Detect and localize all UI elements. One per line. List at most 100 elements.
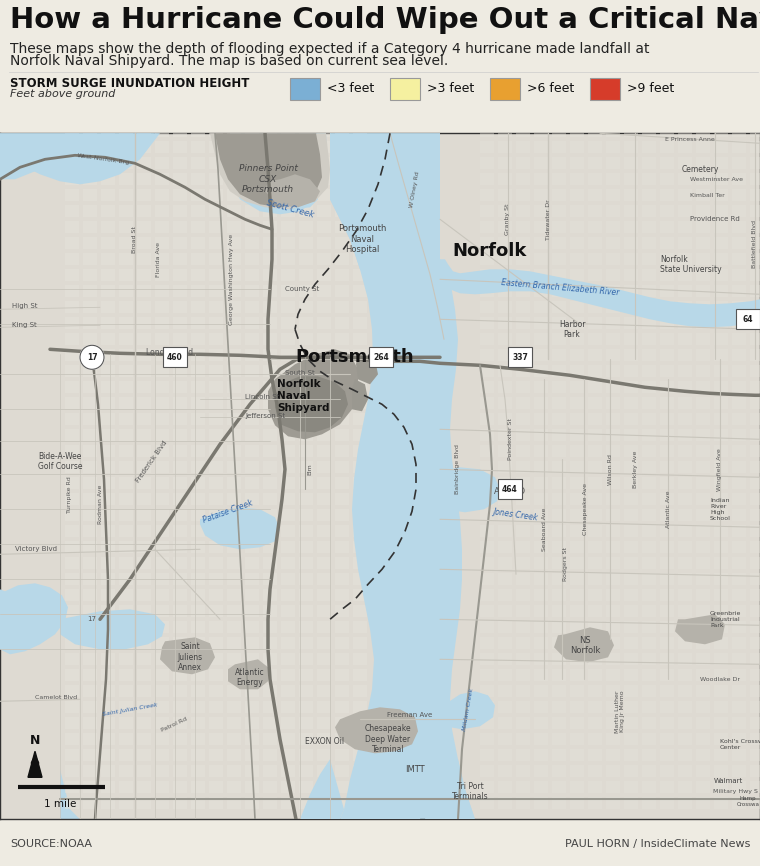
Bar (173, 558, 187, 569)
Bar (660, 781, 674, 793)
Bar (281, 333, 295, 346)
Text: Greenbrie
Industrial
Park: Greenbrie Industrial Park (710, 611, 741, 628)
Bar (750, 717, 760, 729)
Bar (191, 573, 205, 585)
Bar (335, 541, 349, 553)
Bar (263, 413, 277, 425)
Bar (660, 462, 674, 474)
Text: Saint
Juliens
Annex: Saint Juliens Annex (177, 643, 203, 672)
Text: N: N (30, 734, 40, 747)
Bar (65, 205, 79, 217)
Bar (65, 653, 79, 665)
Bar (732, 430, 746, 442)
Bar (65, 430, 79, 442)
Bar (498, 397, 512, 410)
Bar (516, 477, 530, 489)
Bar (299, 397, 313, 410)
Bar (552, 494, 566, 505)
Bar (101, 701, 115, 714)
Bar (263, 494, 277, 505)
Bar (750, 669, 760, 682)
Bar (245, 269, 259, 281)
Text: Westminster Ave: Westminster Ave (690, 177, 743, 182)
Bar (498, 365, 512, 378)
Text: PAUL HORN / InsideClimate News: PAUL HORN / InsideClimate News (565, 839, 750, 849)
Bar (173, 717, 187, 729)
Bar (173, 477, 187, 489)
Bar (696, 333, 710, 346)
Bar (696, 445, 710, 457)
Bar (173, 621, 187, 633)
Bar (588, 413, 602, 425)
Bar (678, 477, 692, 489)
Bar (606, 494, 620, 505)
Bar (498, 126, 512, 138)
Bar (137, 734, 151, 746)
Bar (209, 573, 223, 585)
Bar (83, 637, 97, 650)
Bar (660, 589, 674, 601)
Bar (335, 141, 349, 153)
Bar (263, 445, 277, 457)
Bar (570, 333, 584, 346)
Bar (732, 158, 746, 169)
Bar (137, 541, 151, 553)
Bar (317, 734, 331, 746)
Bar (588, 445, 602, 457)
Bar (678, 237, 692, 249)
Bar (245, 333, 259, 346)
Bar (65, 477, 79, 489)
Text: Chesapeake Ave: Chesapeake Ave (582, 483, 587, 535)
Bar (678, 285, 692, 297)
Bar (480, 509, 494, 521)
Bar (281, 573, 295, 585)
Bar (353, 285, 367, 297)
Text: Camelot Blvd: Camelot Blvd (35, 695, 77, 700)
Bar (101, 413, 115, 425)
Bar (83, 430, 97, 442)
Polygon shape (275, 377, 348, 432)
Bar (281, 653, 295, 665)
Bar (65, 798, 79, 810)
Bar (660, 717, 674, 729)
Bar (335, 205, 349, 217)
Bar (263, 685, 277, 697)
Bar (191, 413, 205, 425)
Bar (353, 541, 367, 553)
Bar (163, 347, 187, 367)
Bar (678, 317, 692, 329)
Bar (750, 222, 760, 233)
Bar (137, 365, 151, 378)
Bar (263, 749, 277, 761)
Text: 17: 17 (87, 617, 97, 623)
Bar (83, 205, 97, 217)
Bar (137, 285, 151, 297)
Bar (570, 349, 584, 361)
Bar (570, 173, 584, 185)
Bar (317, 781, 331, 793)
Bar (696, 621, 710, 633)
Bar (732, 798, 746, 810)
Bar (101, 766, 115, 778)
Bar (480, 798, 494, 810)
Bar (245, 653, 259, 665)
Bar (191, 269, 205, 281)
Text: W Olney Rd: W Olney Rd (410, 171, 420, 208)
Bar (263, 766, 277, 778)
Bar (299, 573, 313, 585)
Bar (245, 558, 259, 569)
Bar (750, 158, 760, 169)
Bar (750, 589, 760, 601)
Bar (714, 173, 728, 185)
Bar (588, 430, 602, 442)
Bar (137, 462, 151, 474)
Bar (119, 222, 133, 233)
Bar (155, 285, 169, 297)
Bar (335, 397, 349, 410)
Bar (588, 158, 602, 169)
Bar (660, 430, 674, 442)
Bar (642, 158, 656, 169)
Bar (317, 605, 331, 617)
Bar (83, 685, 97, 697)
Bar (191, 558, 205, 569)
